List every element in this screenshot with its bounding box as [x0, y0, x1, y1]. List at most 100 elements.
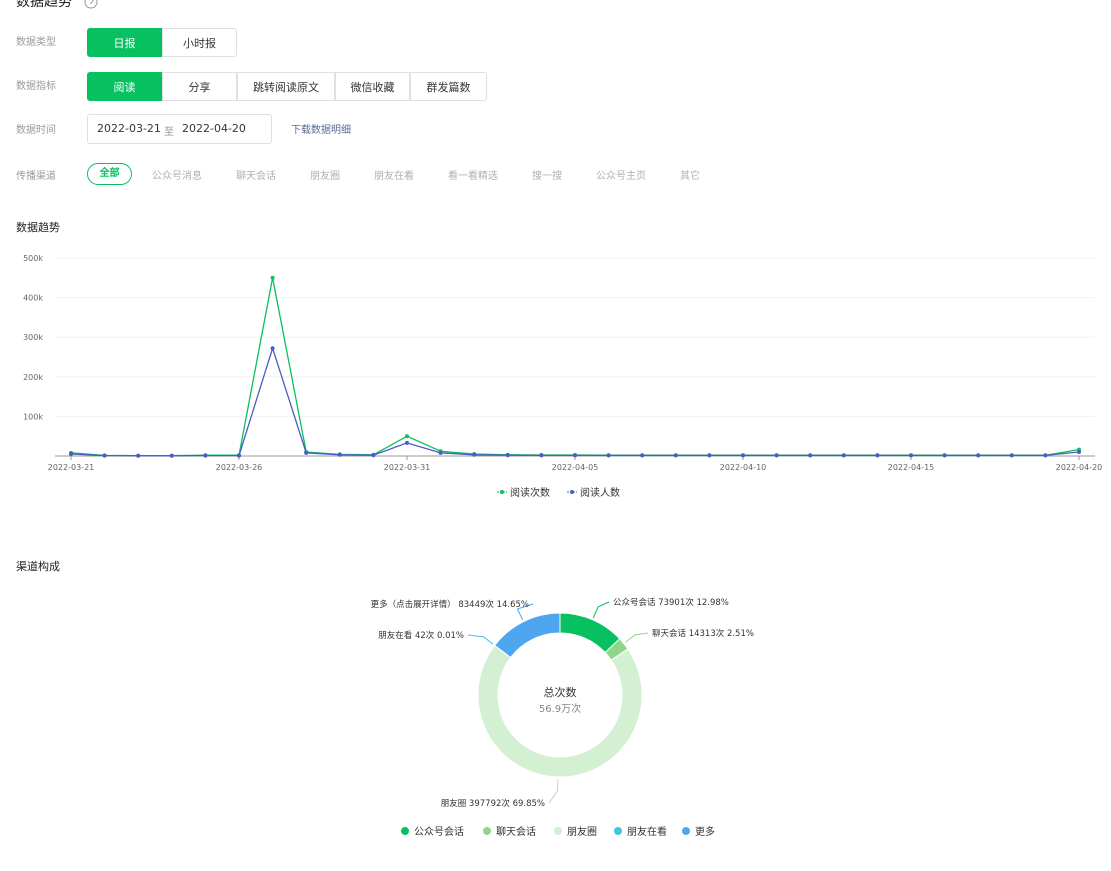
segment-button[interactable]: 跳转阅读原文 — [237, 72, 335, 101]
line-point — [573, 453, 577, 458]
download-link[interactable]: 下载数据明细 — [291, 125, 351, 136]
filter-label: 数据类型 — [16, 37, 56, 48]
legend-dot — [401, 827, 409, 835]
slice-label: 更多（点击展开详情） 83449次 14.65% — [371, 599, 529, 610]
legend-dot — [682, 827, 690, 835]
line-point — [606, 453, 611, 458]
legend-item[interactable]: 聊天会话 — [483, 825, 536, 838]
y-tick-label: 300k — [23, 333, 43, 342]
line-point — [640, 453, 645, 458]
donut-slice[interactable] — [494, 612, 561, 659]
legend-item[interactable]: 阅读人数 — [567, 486, 620, 499]
line-series — [70, 277, 1080, 457]
segment-button[interactable]: 小时报 — [162, 28, 237, 57]
donut-center-value: 56.9万次 — [539, 702, 581, 715]
line-point — [337, 452, 342, 457]
line-point — [69, 452, 73, 457]
y-tick-label: 100k — [23, 412, 43, 421]
legend-item[interactable]: 阅读次数 — [497, 486, 550, 499]
date-start: 2022-03-21 — [97, 122, 161, 135]
y-tick-label: 500k — [23, 254, 43, 263]
legend-dot — [614, 827, 622, 835]
chart-title: 数据趋势 — [16, 220, 60, 234]
legend-item[interactable]: 更多 — [682, 825, 715, 838]
channel-tab[interactable]: 朋友在看 — [374, 171, 414, 182]
line-point — [405, 434, 409, 439]
channel-tab[interactable]: 看一看精选 — [448, 171, 498, 182]
slice-label: 公众号会话 73901次 12.98% — [613, 597, 729, 608]
line-point — [304, 450, 309, 455]
line-point — [673, 453, 678, 458]
legend-dot — [554, 827, 562, 835]
segment-button[interactable]: 分享 — [162, 72, 237, 101]
x-tick-label: 2022-04-05 — [552, 463, 599, 472]
leader-line — [467, 634, 494, 645]
line-point — [472, 452, 477, 457]
x-tick-label: 2022-03-31 — [384, 463, 431, 472]
line-point — [203, 453, 208, 458]
line-point — [405, 440, 409, 445]
segment-button[interactable]: 微信收藏 — [335, 72, 410, 101]
leader-line — [516, 603, 534, 620]
line-point — [976, 453, 981, 458]
legend-item[interactable]: 公众号会话 — [401, 825, 464, 838]
slice-label: 朋友在看 42次 0.01% — [378, 630, 464, 641]
line-point — [136, 453, 141, 458]
line-point — [438, 450, 443, 455]
y-tick-label: 200k — [23, 373, 43, 382]
line-point — [875, 453, 880, 458]
line-point — [102, 453, 107, 458]
channel-tab[interactable]: 搜一搜 — [532, 171, 562, 182]
line-point — [741, 453, 745, 458]
line-point — [169, 453, 174, 458]
date-picker[interactable]: 2022-03-21 至 2022-04-20 — [87, 114, 272, 144]
help-icon[interactable] — [84, 0, 98, 9]
line-point — [1077, 450, 1081, 455]
legend-label: 朋友圈 — [567, 825, 597, 838]
segment-button[interactable]: 日报 — [87, 28, 162, 57]
page-title: 数据趋势 — [16, 0, 72, 10]
leader-line — [592, 601, 610, 619]
line-point — [539, 453, 544, 458]
filter-label: 数据指标 — [16, 81, 56, 92]
slice-label: 朋友圈 397792次 69.85% — [441, 798, 545, 809]
date-separator: 至 — [164, 127, 174, 138]
channel-tab[interactable]: 其它 — [680, 171, 700, 182]
legend-label: 聊天会话 — [496, 825, 536, 838]
x-tick-label: 2022-03-21 — [48, 463, 95, 472]
x-tick-label: 2022-04-15 — [888, 463, 935, 472]
chart-title: 渠道构成 — [16, 559, 60, 573]
line-point — [270, 275, 275, 280]
x-tick-label: 2022-03-26 — [216, 463, 263, 472]
x-tick-label: 2022-04-20 — [1056, 463, 1103, 472]
channel-tab[interactable]: 公众号消息 — [152, 171, 202, 182]
y-tick-label: 400k — [23, 294, 43, 303]
segment-button[interactable]: 群发篇数 — [410, 72, 487, 101]
x-tick-label: 2022-04-10 — [720, 463, 767, 472]
line-series — [70, 346, 1080, 457]
legend-item[interactable]: 朋友圈 — [554, 825, 597, 838]
segment-button[interactable]: 阅读 — [87, 72, 162, 101]
legend-item[interactable]: 朋友在看 — [614, 825, 667, 838]
line-point — [371, 453, 376, 458]
legend-dot — [500, 490, 504, 494]
channel-tab[interactable]: 公众号主页 — [596, 171, 646, 182]
donut-slice[interactable] — [477, 644, 643, 778]
legend-label: 更多 — [695, 825, 715, 838]
channel-tab[interactable]: 聊天会话 — [236, 171, 276, 182]
line-point — [774, 453, 779, 458]
channel-tab[interactable]: 全部 — [87, 163, 132, 185]
line-point — [707, 453, 712, 458]
help-circle — [84, 0, 98, 9]
line-point — [237, 453, 241, 458]
slice-label: 聊天会话 14313次 2.51% — [652, 628, 754, 639]
help-mark — [89, 0, 94, 4]
filter-label: 数据时间 — [16, 125, 56, 136]
leader-line — [625, 632, 649, 643]
line-point — [841, 453, 846, 458]
legend-dot — [570, 490, 574, 494]
line-point — [1043, 453, 1048, 458]
channel-tab[interactable]: 朋友圈 — [310, 171, 340, 182]
